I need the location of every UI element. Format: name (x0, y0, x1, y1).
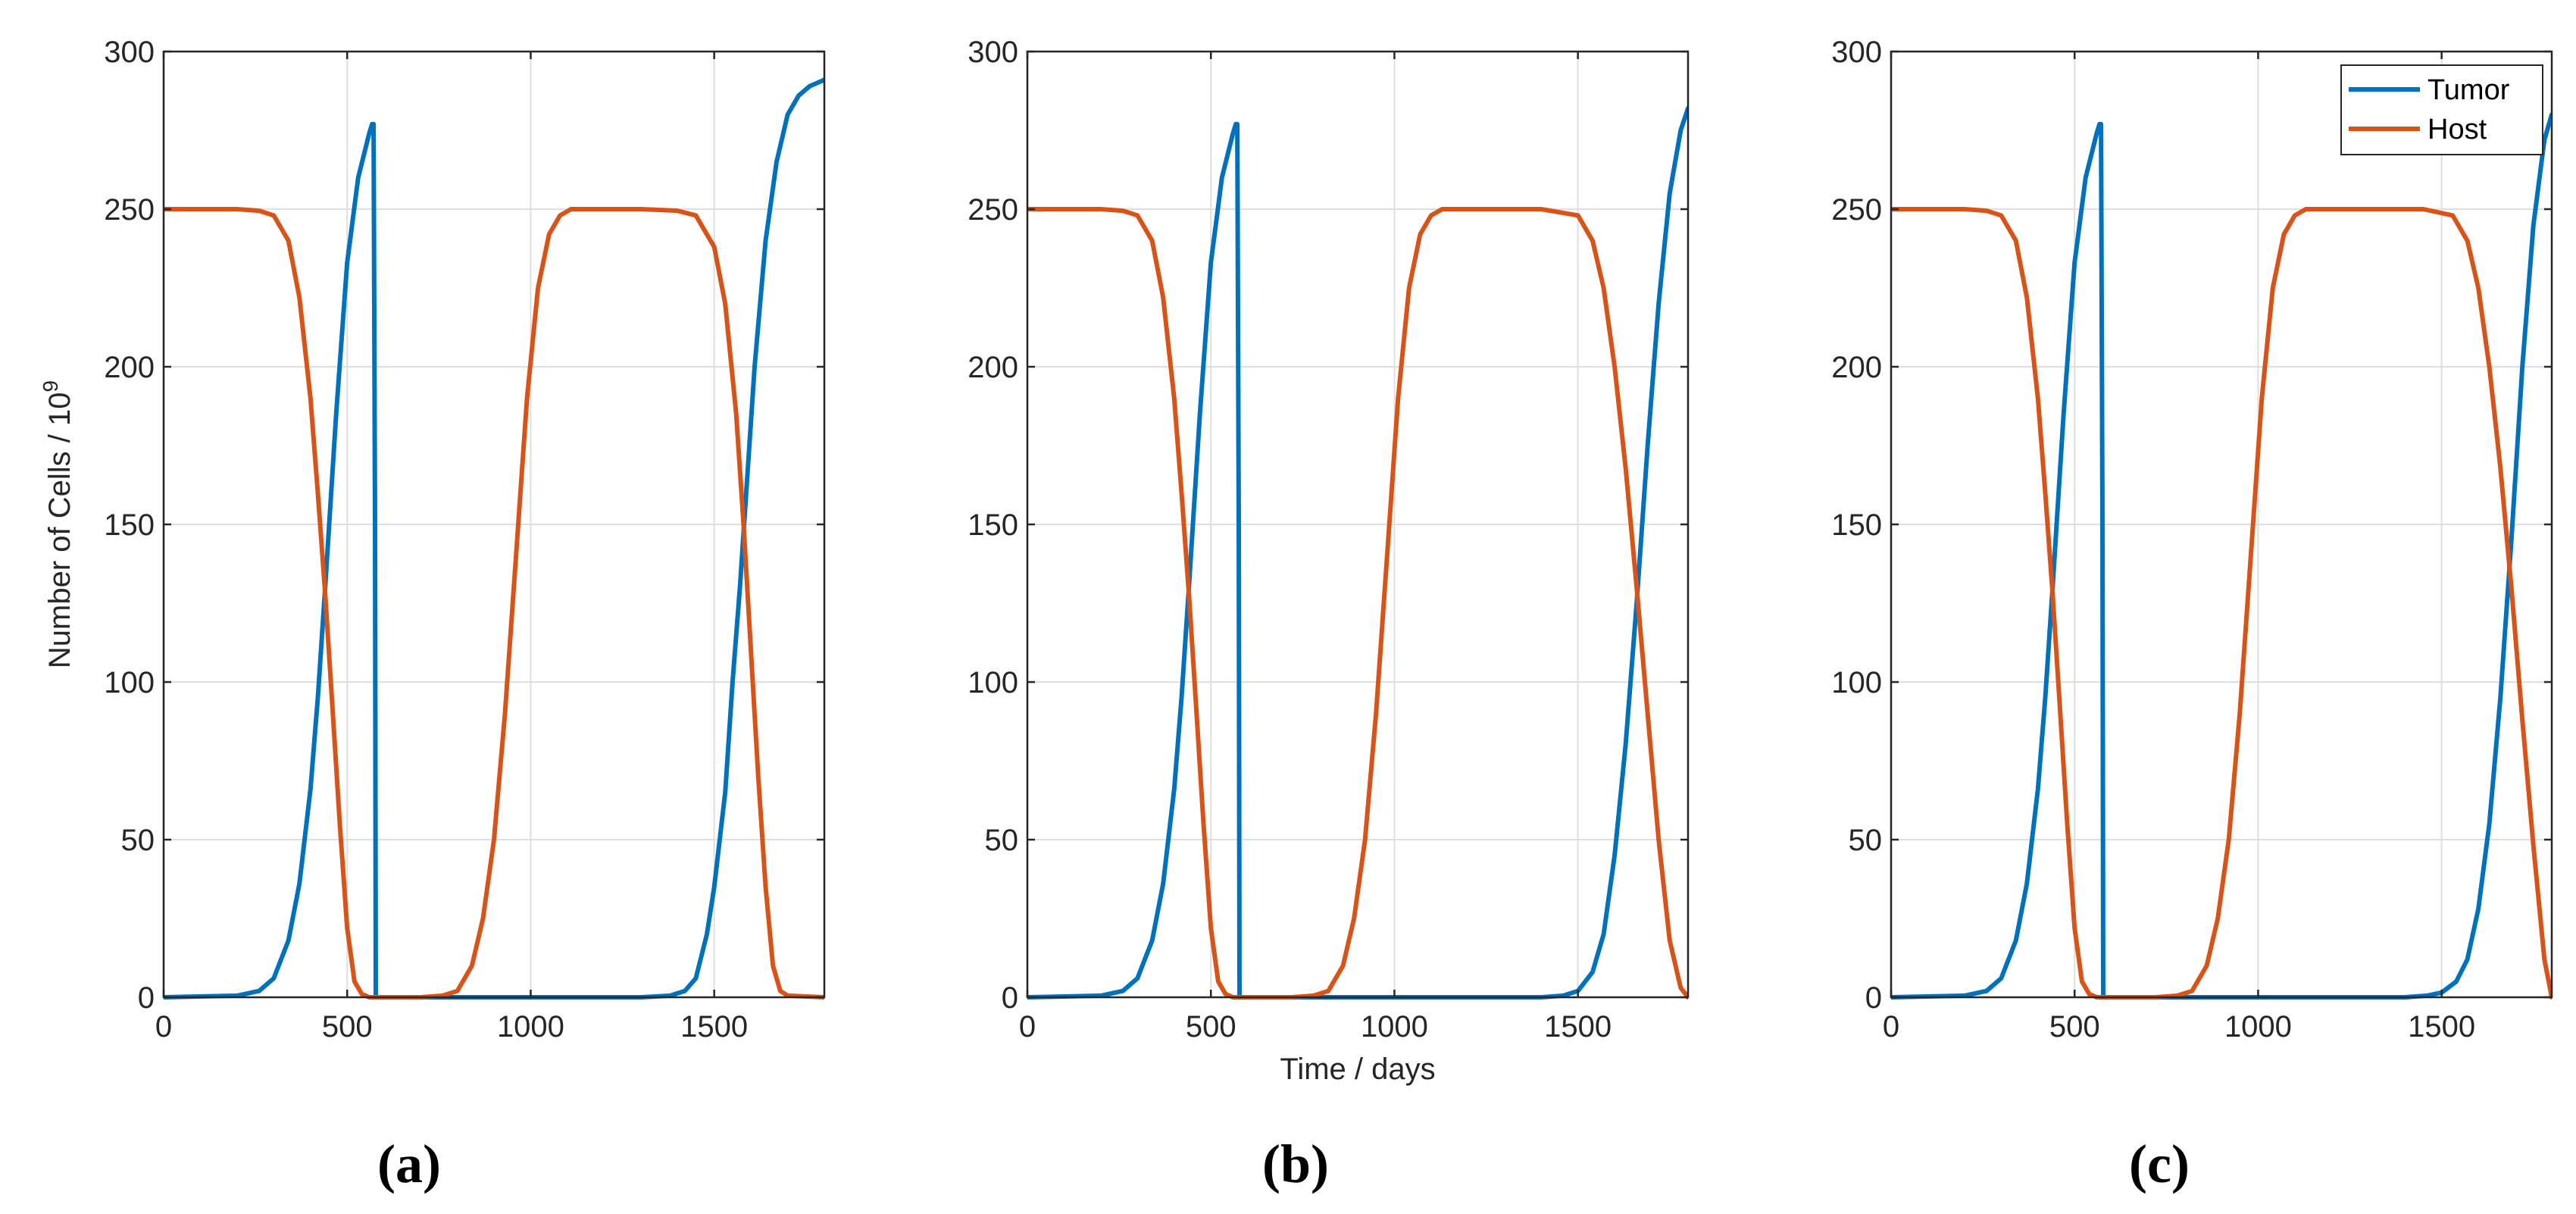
y-axis-label: Number of Cells / 109 (39, 380, 77, 668)
x-tick-label: 0 (1019, 1010, 1036, 1043)
chart-panel-a: 0 500 1000 1500 0 50 100 150 200 250 300 Number of … (39, 36, 826, 1194)
chart-panel-c: 0 500 1000 1500 0 50 100 150 200 250 300 Tumor Host (… (1831, 36, 2553, 1194)
x-tick-label: 500 (1186, 1010, 1236, 1043)
panel-label: (a) (377, 1134, 441, 1194)
y-tick-label: 150 (968, 508, 1018, 542)
y-axis-label-exponent: 9 (39, 380, 62, 393)
y-tick-label: 50 (985, 824, 1019, 857)
legend: Tumor Host (2340, 64, 2543, 155)
chart-panel-b: 0 500 1000 1500 0 50 100 150 200 250 300 Time / day… (968, 36, 1690, 1194)
y-tick-label: 100 (104, 666, 155, 699)
x-axis-label: Time / days (1280, 1053, 1435, 1086)
y-tick-label: 50 (1849, 824, 1883, 857)
series-line-host (1891, 207, 2552, 1000)
y-tick-label: 150 (1831, 508, 1882, 542)
x-tick-label: 1500 (1544, 1010, 1612, 1043)
y-tick-label: 0 (1002, 981, 1018, 1015)
series-line-tumor (1891, 112, 2552, 1000)
y-tick-label: 250 (968, 193, 1018, 227)
y-tick-label: 200 (1831, 351, 1882, 384)
y-tick-label: 300 (1831, 36, 1882, 69)
series-line-host (1027, 207, 1688, 1000)
y-tick-label: 0 (138, 981, 155, 1015)
y-tick-label: 100 (1831, 666, 1882, 699)
y-tick-label: 200 (968, 351, 1018, 384)
x-tick-label: 0 (155, 1010, 172, 1043)
y-tick-label: 200 (104, 351, 155, 384)
y-tick-label: 0 (1865, 981, 1882, 1015)
y-tick-label: 100 (968, 666, 1018, 699)
x-tick-label: 500 (2049, 1010, 2100, 1043)
x-tick-label: 1000 (1361, 1010, 1428, 1043)
legend-label-tumor: Tumor (2428, 74, 2510, 106)
x-tick-label: 1000 (2224, 1010, 2292, 1043)
y-tick-label: 250 (1831, 193, 1882, 227)
y-tick-label: 150 (104, 508, 155, 542)
series-line-host (164, 207, 824, 1000)
x-tick-label: 500 (322, 1010, 373, 1043)
x-tick-label: 1500 (2408, 1010, 2475, 1043)
panel-label: (c) (2129, 1134, 2190, 1194)
y-tick-label: 300 (968, 36, 1018, 69)
x-tick-label: 1000 (497, 1010, 564, 1043)
x-tick-label: 0 (1883, 1010, 1899, 1043)
legend-box (2340, 64, 2543, 155)
panel-label: (b) (1262, 1134, 1329, 1194)
series-line-tumor (1027, 105, 1688, 1000)
y-tick-label: 300 (104, 36, 155, 69)
legend-label-host: Host (2428, 114, 2487, 145)
y-tick-label: 250 (104, 193, 155, 227)
y-tick-label: 50 (121, 824, 155, 857)
x-tick-label: 1500 (680, 1010, 748, 1043)
y-axis-label-text: Number of Cells / 10 (43, 392, 77, 668)
